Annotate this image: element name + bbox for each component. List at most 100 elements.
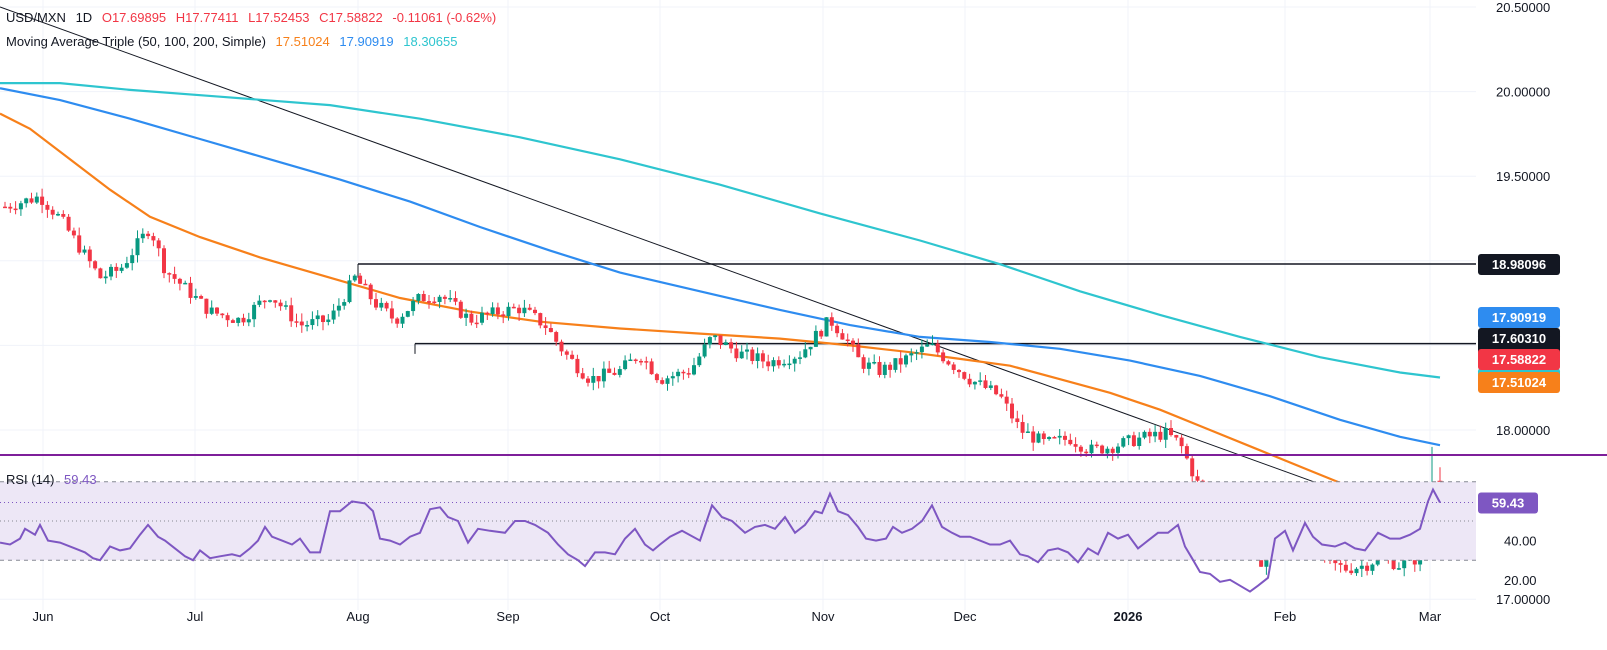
candle-body <box>1259 558 1264 567</box>
descending-trendline <box>0 6 1471 539</box>
candle-body <box>103 276 108 279</box>
candle-body <box>278 302 283 307</box>
candle-body <box>1179 437 1184 447</box>
candle-body <box>432 301 437 304</box>
candle-body <box>856 344 861 358</box>
candle-body <box>1370 564 1375 571</box>
candle-body <box>50 209 55 215</box>
rsi-tick-label: 40.00 <box>1504 534 1537 549</box>
candle-body <box>61 213 66 217</box>
trendline <box>0 6 1471 539</box>
interval[interactable]: 1D <box>75 10 93 25</box>
candle-body <box>1391 558 1396 570</box>
open-value: O17.69895 <box>101 10 167 25</box>
candle-body <box>925 344 930 347</box>
candle-body <box>268 300 272 302</box>
candle-body <box>1073 444 1078 447</box>
candle-body <box>1333 558 1338 564</box>
candle-body <box>1169 428 1173 436</box>
rsi-pane <box>0 454 1607 593</box>
candle-body <box>845 339 850 342</box>
candle-body <box>241 317 246 323</box>
candle-body <box>294 321 299 323</box>
price-tick-label: 20.50000 <box>1496 0 1550 15</box>
candle-body <box>1025 431 1030 433</box>
candle-body <box>776 360 781 366</box>
candle-body <box>994 385 999 395</box>
candle-body <box>1158 431 1163 440</box>
candle-body <box>792 358 797 364</box>
time-label: Mar <box>1419 609 1442 624</box>
candle-body <box>490 307 495 314</box>
candle-body <box>999 394 1004 397</box>
candlesticks <box>3 188 1443 577</box>
candle-body <box>707 337 712 345</box>
candle-body <box>851 340 855 345</box>
candle-body <box>400 316 405 324</box>
candle-body <box>421 294 426 302</box>
candle-body <box>1402 560 1407 569</box>
candle-body <box>522 307 527 314</box>
candle-body <box>543 325 548 329</box>
candle-body <box>405 311 410 317</box>
candle-body <box>681 371 686 374</box>
candle-body <box>628 359 633 362</box>
price-label-bg <box>1478 307 1560 328</box>
candle-body <box>957 369 961 373</box>
rsi-title[interactable]: RSI (14) <box>6 472 55 487</box>
ma200-value: 18.30655 <box>403 34 458 49</box>
candle-body <box>56 213 60 216</box>
candle-body <box>495 307 500 315</box>
candle-body <box>124 263 129 268</box>
time-label: Feb <box>1274 609 1296 624</box>
candle-body <box>633 359 638 362</box>
candle-body <box>331 310 336 320</box>
candle-body <box>98 268 103 279</box>
candle-body <box>978 380 983 382</box>
price-label-bg <box>1478 372 1560 393</box>
high-value: H17.77411 <box>175 10 239 25</box>
candle-body <box>1131 435 1136 447</box>
time-label: Jul <box>187 609 204 624</box>
candle-body <box>1354 568 1359 574</box>
candle-body <box>819 330 824 337</box>
candle-body <box>389 308 394 319</box>
candle-body <box>591 376 596 383</box>
candle-body <box>872 361 877 364</box>
candle-body <box>898 358 903 365</box>
candle-body <box>972 381 977 385</box>
candle-body <box>654 374 659 381</box>
candle-body <box>729 342 734 349</box>
candle-body <box>1195 476 1200 481</box>
candle-body <box>962 372 967 379</box>
candle-body <box>172 274 177 279</box>
candle-body <box>358 275 363 284</box>
candle-body <box>1084 451 1089 454</box>
candle-body <box>1359 565 1364 569</box>
candle-body <box>713 335 718 338</box>
candle-body <box>1174 435 1179 438</box>
candle-body <box>395 318 400 324</box>
candle-body <box>119 267 124 271</box>
candle-body <box>299 321 304 326</box>
ma-title[interactable]: Moving Average Triple (50, 100, 200, Sim… <box>6 34 266 49</box>
time-label: Nov <box>811 609 835 624</box>
candle-body <box>135 238 140 256</box>
candle-body <box>596 376 601 382</box>
candle-body <box>77 235 82 253</box>
symbol-header: USD/MXN 1D O17.69895 H17.77411 L17.52453… <box>6 10 502 25</box>
low-value: L17.52453 <box>248 10 310 25</box>
candle-body <box>273 300 278 303</box>
candle-body <box>34 196 39 203</box>
candle-body <box>342 302 347 306</box>
candle-body <box>692 365 696 375</box>
symbol-name[interactable]: USD/MXN <box>6 10 66 25</box>
candle-body <box>1116 446 1120 453</box>
candle-body <box>257 300 262 305</box>
candle-body <box>289 305 294 322</box>
candle-body <box>3 206 7 209</box>
candle-body <box>575 358 580 374</box>
candle-body <box>1068 439 1073 445</box>
candle-body <box>866 362 871 369</box>
